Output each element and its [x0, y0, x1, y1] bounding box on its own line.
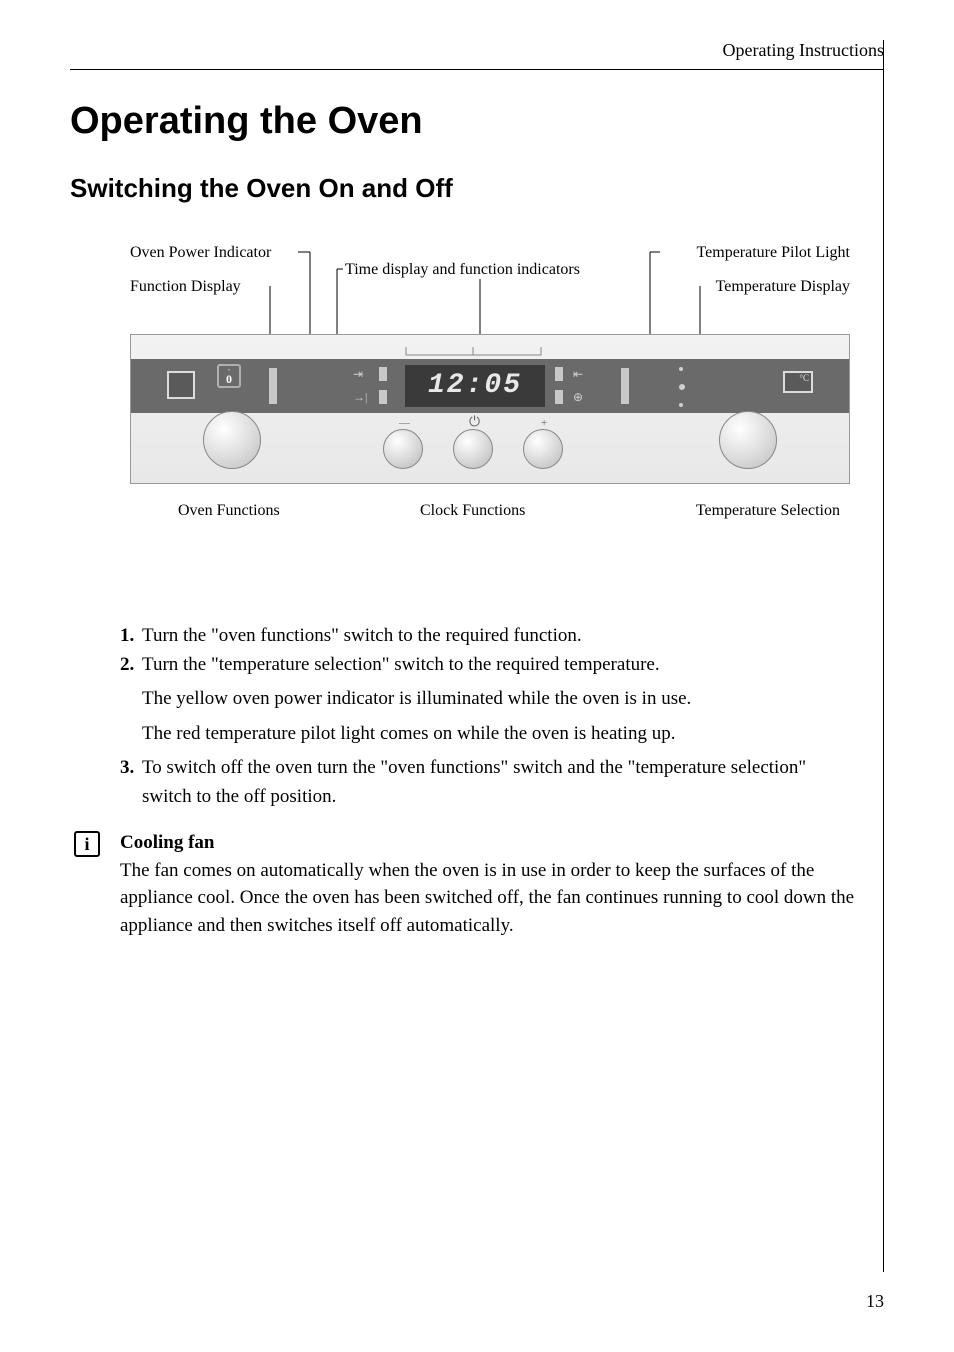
indicator-3 [555, 367, 563, 381]
label-clock-functions: Clock Functions [420, 502, 525, 520]
control-panel: • 0 ⇥ →| 12:05 ⇤ ⊕ [130, 334, 850, 484]
minus-button[interactable] [383, 429, 423, 469]
temperature-display-screen: °C [783, 371, 813, 393]
step-number: 3. [120, 754, 142, 783]
time-icon: ⊕ [573, 390, 583, 405]
control-panel-diagram: Oven Power Indicator Function Display Ti… [130, 244, 884, 542]
step-number: 1. [120, 622, 142, 651]
function-display-screen [167, 371, 195, 399]
power-indicator-light [269, 368, 277, 404]
step-text: To switch off the oven turn the "oven fu… [142, 754, 822, 811]
info-heading: Cooling fan [120, 829, 884, 857]
diagram-bottom-labels: Oven Functions Clock Functions Temperatu… [130, 502, 850, 542]
temp-dot-center [679, 384, 685, 390]
step-note: The red temperature pilot light comes on… [142, 720, 884, 749]
label-oven-functions: Oven Functions [178, 502, 280, 520]
page-title: Operating the Oven [70, 100, 884, 143]
plus-button[interactable] [523, 429, 563, 469]
temperature-knob[interactable] [719, 411, 777, 469]
plus-label: + [541, 417, 547, 429]
info-icon: i [74, 831, 100, 857]
indicator-1 [379, 367, 387, 381]
label-function-display: Function Display [130, 278, 241, 296]
section-title: Switching the Oven On and Off [70, 173, 884, 204]
end-time-icon: →| [353, 390, 367, 405]
step-text: Turn the "temperature selection" switch … [142, 651, 822, 680]
label-temp-display: Temperature Display [716, 278, 850, 296]
countdown-icon: ⇤ [573, 367, 583, 382]
temp-dot-1 [679, 367, 683, 371]
temp-dot-2 [679, 403, 683, 407]
running-header: Operating Instructions [70, 40, 884, 70]
manual-page: Operating Instructions Operating the Ove… [0, 0, 954, 1352]
step-note: The yellow oven power indicator is illum… [142, 685, 884, 714]
minus-label: — [399, 417, 410, 429]
step-number: 2. [120, 651, 142, 680]
time-display-screen: 12:05 [405, 365, 545, 407]
pilot-light-indicator [621, 368, 629, 404]
instruction-steps: 1.Turn the "oven functions" switch to th… [120, 622, 884, 939]
diagram-top-labels: Oven Power Indicator Function Display Ti… [130, 244, 850, 334]
function-zero-mark: • 0 [217, 364, 241, 388]
indicator-2 [379, 390, 387, 404]
oven-functions-knob[interactable] [203, 411, 261, 469]
label-temp-selection: Temperature Selection [696, 502, 840, 520]
label-time-indicators: Time display and function indicators [345, 261, 580, 279]
info-box: i Cooling fan The fan comes on automatic… [74, 829, 884, 939]
cook-time-icon: ⇥ [353, 367, 363, 382]
page-number: 13 [866, 1291, 884, 1312]
label-pilot-light: Temperature Pilot Light [696, 244, 850, 262]
label-power-indicator: Oven Power Indicator [130, 244, 271, 262]
clock-button[interactable] [453, 429, 493, 469]
info-body: The fan comes on automatically when the … [120, 857, 884, 940]
indicator-4 [555, 390, 563, 404]
step-text: Turn the "oven functions" switch to the … [142, 622, 822, 651]
page-border [883, 40, 884, 1272]
